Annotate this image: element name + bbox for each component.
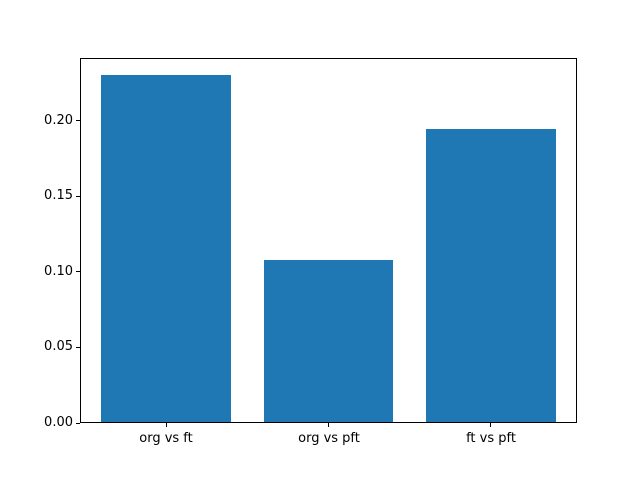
plot-area: [80, 58, 577, 423]
y-tick-label: 0.10: [44, 264, 73, 279]
x-tick-label: ft vs pft: [466, 431, 516, 446]
bar: [425, 129, 556, 422]
y-tick-mark: [76, 347, 80, 348]
y-tick-mark: [76, 271, 80, 272]
x-tick-label: org vs pft: [298, 431, 360, 446]
y-tick-label: 0.00: [44, 415, 73, 430]
y-tick-label: 0.05: [44, 339, 73, 354]
y-tick-label: 0.20: [44, 113, 73, 128]
y-tick-mark: [76, 423, 80, 424]
x-tick-mark: [166, 423, 167, 427]
y-tick-label: 0.15: [44, 188, 73, 203]
y-tick-mark: [76, 120, 80, 121]
bar: [263, 259, 394, 422]
x-tick-label: org vs ft: [139, 431, 193, 446]
bar: [101, 75, 232, 422]
y-tick-mark: [76, 196, 80, 197]
x-tick-mark: [490, 423, 491, 427]
x-tick-mark: [328, 423, 329, 427]
